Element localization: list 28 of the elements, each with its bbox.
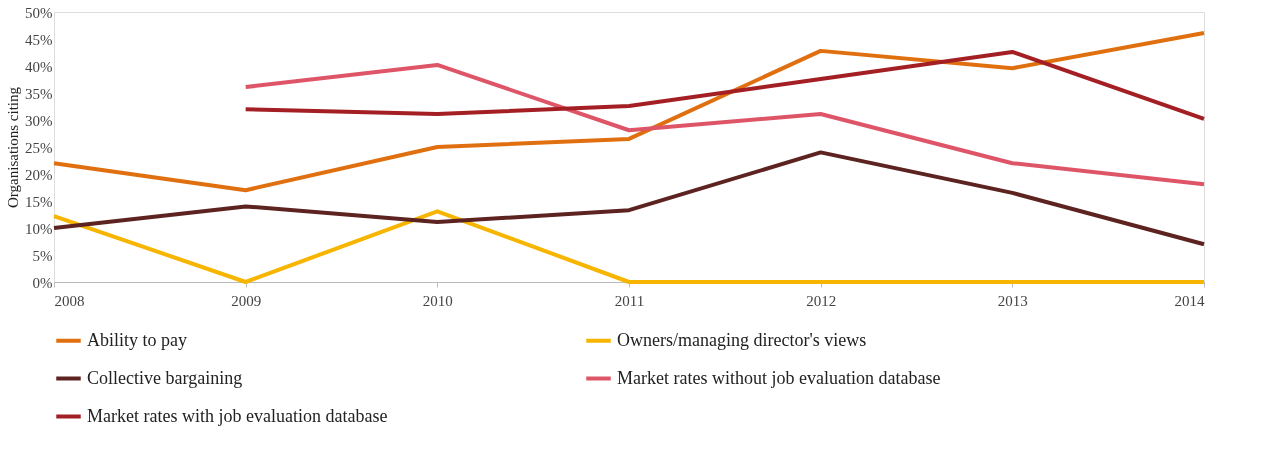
y-tick-label: 25% [25,139,53,156]
line-series [243,49,1206,121]
x-tick-label: 2012 [806,292,837,309]
x-tick-label: 2014 [1174,292,1205,309]
x-tick-label: 2011 [614,292,645,309]
y-axis-title: Organisations citing [5,86,21,208]
legend-label: Ability to pay [87,329,187,350]
legend-label: Owners/managing director's views [617,329,867,350]
y-tick-label: 45% [25,31,53,48]
line-series [52,31,1206,193]
y-tick-label: 20% [25,166,53,183]
line-series [52,150,1206,247]
y-tick-label: 15% [25,193,53,210]
y-tick-label: 0% [32,274,53,291]
y-tick-label: 10% [25,220,53,237]
x-tick-label: 2009 [231,292,262,309]
x-tick-label: 2010 [422,292,453,309]
x-tick-label: 2008 [54,292,85,309]
legend-label: Market rates without job evaluation database [617,367,941,388]
y-tick-label: 35% [25,85,53,102]
legend-label: Collective bargaining [87,367,243,388]
legend-label: Market rates with job evaluation database [87,405,388,426]
y-tick-label: 40% [25,58,53,75]
line-series [243,62,1206,187]
x-tick-label: 2013 [997,292,1028,309]
y-tick-label: 50% [25,4,53,21]
y-tick-label: 30% [25,112,53,129]
y-tick-label: 5% [32,247,53,264]
